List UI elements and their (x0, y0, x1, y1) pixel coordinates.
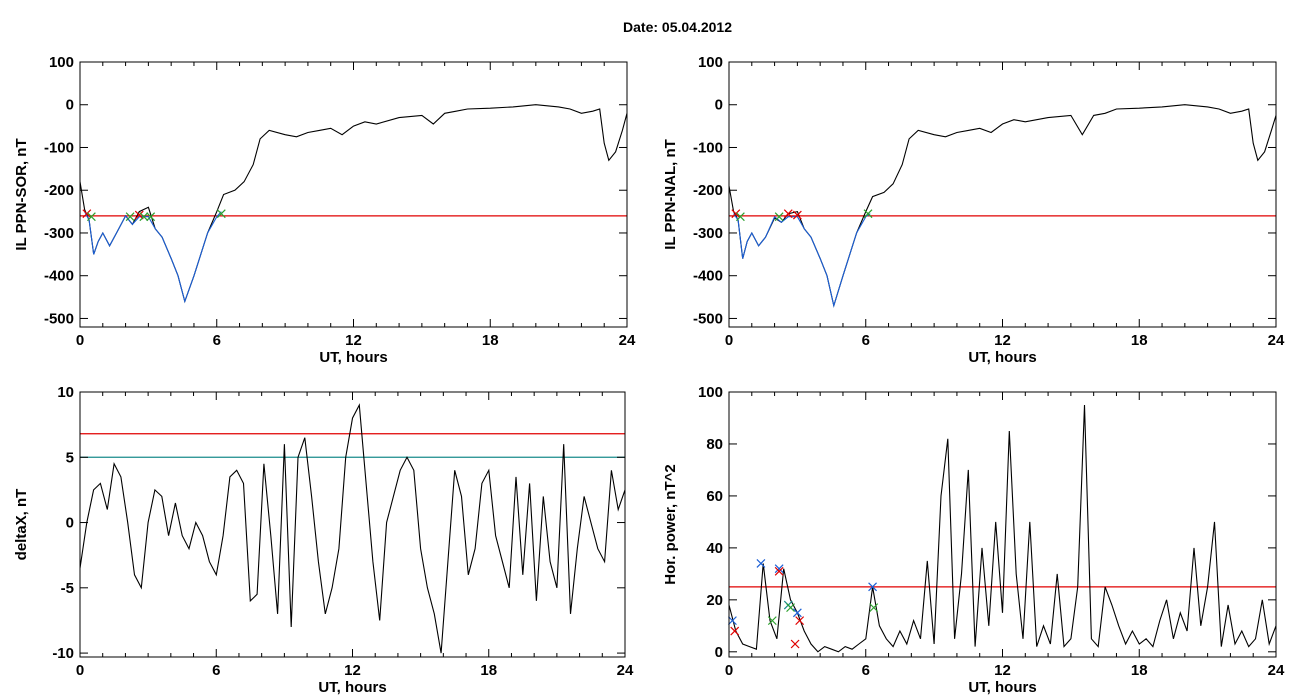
event-marker (139, 212, 149, 222)
x-tick-label: 0 (76, 662, 84, 679)
series-line (729, 104, 1276, 308)
series-line (80, 104, 627, 304)
panel-hor-power: 0 6 12 18 24 100 80 60 40 20 0 UT, hours Hor. power,… (662, 384, 1285, 696)
event-marker (767, 616, 777, 626)
plot-frame (728, 61, 1277, 328)
event-marker (786, 603, 795, 613)
y-tick-label: -300 (693, 225, 723, 242)
event-marker (735, 212, 745, 222)
y-tick-label: -500 (44, 310, 74, 327)
x-tick-label: 6 (212, 662, 220, 679)
x-tick-label: 6 (862, 662, 870, 679)
plot-frame (728, 391, 1277, 658)
event-marker (774, 566, 784, 576)
x-axis-label: UT, hours (968, 349, 1036, 366)
y-tick-label: 20 (706, 592, 723, 609)
event-marker (146, 212, 156, 222)
event-marker (727, 616, 737, 626)
y-axis-label: IL PPN-SOR, nT (13, 138, 30, 250)
x-tick-label: 12 (994, 332, 1011, 349)
event-marker (731, 209, 741, 219)
event-marker (82, 209, 92, 219)
y-tick-label: -10 (52, 645, 74, 662)
y-tick-label: 100 (698, 54, 723, 71)
x-tick-label: 0 (76, 332, 84, 349)
x-tick-label: 0 (725, 662, 733, 679)
event-marker (869, 603, 879, 613)
x-tick-label: 24 (1268, 662, 1285, 679)
panel-il-ppn-nal: 0 6 12 18 24 100 0 -100 -200 -300 -400 -500 UT, hour… (662, 54, 1285, 366)
y-tick-label: 5 (66, 449, 74, 466)
y-tick-label: 100 (698, 384, 723, 401)
event-marker (783, 209, 793, 219)
series-line (733, 213, 871, 308)
series-line (729, 404, 1276, 653)
x-tick-label: 12 (345, 332, 362, 349)
event-marker (774, 212, 784, 222)
x-tick-label: 24 (617, 662, 634, 679)
x-tick-label: 24 (1268, 332, 1285, 349)
x-tick-label: 6 (213, 332, 221, 349)
event-marker (795, 616, 805, 626)
x-tick-label: 12 (344, 662, 361, 679)
y-tick-label: -400 (693, 268, 723, 285)
plot-frame (79, 61, 628, 328)
panel-deltax: 0 6 12 18 24 10 5 0 -5 -10 UT, hours deltaX, nT (13, 384, 634, 696)
event-marker (792, 608, 802, 618)
x-tick-label: 6 (862, 332, 870, 349)
event-marker (134, 210, 144, 220)
plot-frame (79, 391, 626, 658)
x-tick-label: 18 (1131, 662, 1148, 679)
y-tick-label: 100 (49, 54, 74, 71)
y-tick-label: -200 (44, 182, 74, 199)
x-axis-label: UT, hours (968, 679, 1036, 696)
event-marker (792, 210, 802, 220)
y-tick-label: 60 (706, 488, 723, 505)
y-tick-label: -500 (693, 310, 723, 327)
y-axis-label: Hor. power, nT^2 (662, 464, 679, 584)
y-tick-label: -400 (44, 268, 74, 285)
x-axis-label: UT, hours (319, 349, 387, 366)
y-tick-label: 0 (715, 644, 723, 661)
y-tick-label: 80 (706, 436, 723, 453)
y-tick-label: 0 (66, 515, 74, 532)
y-tick-label: 0 (66, 97, 74, 114)
x-tick-label: 18 (480, 662, 497, 679)
y-axis-label: deltaX, nT (13, 489, 30, 561)
x-tick-label: 0 (725, 332, 733, 349)
series-line (80, 403, 625, 654)
y-tick-label: -200 (693, 182, 723, 199)
y-tick-label: 40 (706, 540, 723, 557)
x-tick-label: 12 (994, 662, 1011, 679)
event-marker (86, 212, 96, 222)
y-axis-label: IL PPN-NAL, nT (662, 139, 679, 250)
x-tick-label: 18 (482, 332, 499, 349)
event-marker (216, 209, 226, 219)
event-marker (868, 582, 878, 592)
y-tick-label: -300 (44, 225, 74, 242)
event-marker (730, 626, 740, 636)
x-tick-label: 24 (619, 332, 636, 349)
y-tick-label: -100 (44, 139, 74, 156)
panel-il-ppn-sor: 0 6 12 18 24 100 0 -100 -200 -300 -400 -500 UT, hour… (13, 54, 636, 366)
x-axis-label: UT, hours (318, 679, 386, 696)
series-line (84, 211, 222, 304)
event-marker (863, 209, 873, 219)
y-tick-label: 0 (715, 97, 723, 114)
page-title: Date: 05.04.2012 (623, 19, 732, 35)
event-marker (125, 212, 135, 222)
y-tick-label: 10 (57, 384, 74, 401)
event-marker (790, 639, 800, 649)
x-tick-label: 18 (1131, 332, 1148, 349)
event-marker (774, 564, 784, 574)
y-tick-label: -100 (693, 139, 723, 156)
event-marker (756, 559, 766, 568)
y-tick-label: -5 (61, 580, 74, 597)
